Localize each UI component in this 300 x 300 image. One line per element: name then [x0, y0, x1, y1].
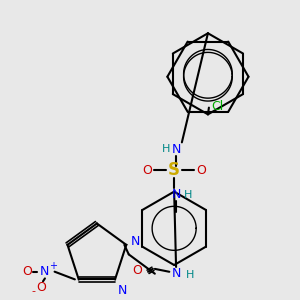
- Text: H: H: [162, 144, 171, 154]
- Text: H: H: [185, 270, 194, 280]
- Text: N: N: [40, 265, 50, 278]
- Text: H: H: [184, 190, 192, 200]
- Text: O: O: [36, 280, 46, 294]
- Text: N: N: [171, 267, 181, 280]
- Text: N: N: [131, 236, 140, 248]
- Text: O: O: [196, 164, 206, 177]
- Text: +: +: [49, 261, 57, 271]
- Text: S: S: [168, 161, 180, 179]
- Text: N: N: [171, 188, 181, 201]
- Text: Cl: Cl: [211, 100, 223, 113]
- Text: O: O: [133, 264, 142, 277]
- Text: -: -: [31, 286, 35, 296]
- Text: N: N: [118, 284, 127, 297]
- Text: O: O: [22, 265, 32, 278]
- Text: O: O: [142, 164, 152, 177]
- Text: N: N: [171, 142, 181, 156]
